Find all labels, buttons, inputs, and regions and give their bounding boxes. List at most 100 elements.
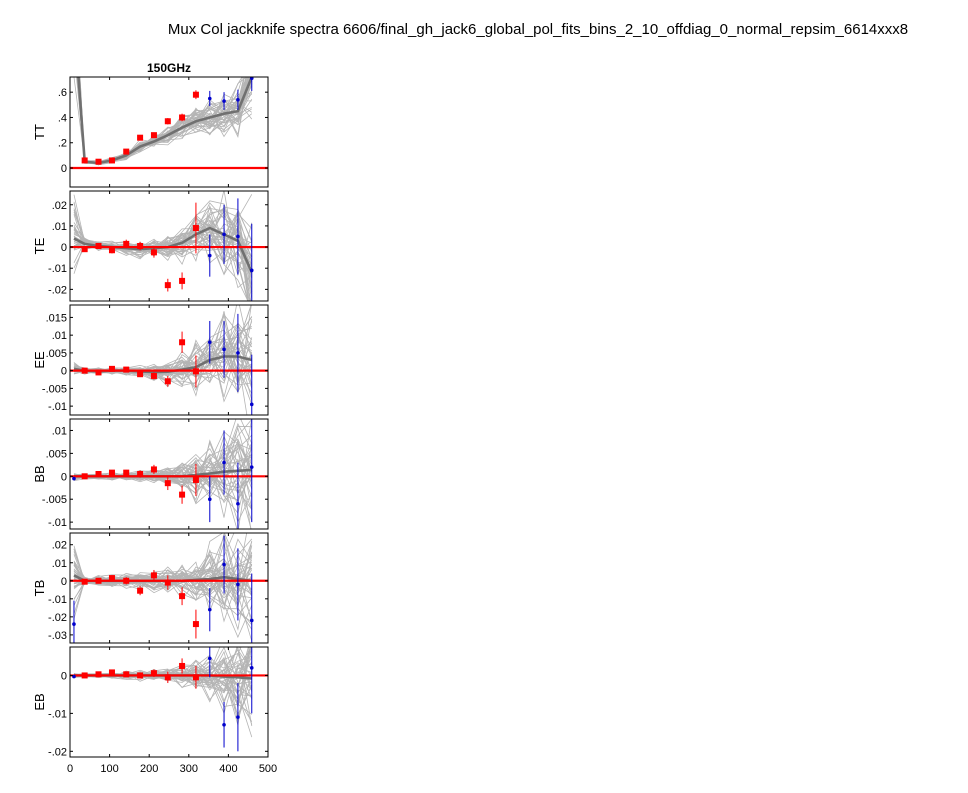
data-point [81,578,88,585]
data-point [150,466,157,473]
y-tick-label: 0 [61,670,67,682]
data-point [164,480,171,487]
plot-area [70,647,268,752]
data-point [236,501,240,506]
data-point [137,371,144,378]
sim-line [73,647,242,694]
y-axis-label: TB [32,580,47,597]
y-tick-label: -.005 [42,383,67,395]
sim-line [73,208,249,301]
data-point [192,621,199,628]
data-point [81,672,88,679]
y-tick-label: .6 [58,87,67,99]
data-point [249,268,254,273]
data-point [192,225,199,232]
data-point [207,607,212,612]
data-point [179,114,186,121]
y-tick-label: -.005 [42,494,67,506]
data-point [164,282,171,289]
axes-frame [69,190,269,302]
y-tick-label: .01 [52,425,67,437]
y-axis-label: EB [32,693,47,710]
x-tick-label: 300 [180,763,198,775]
y-tick-label: .01 [52,330,67,342]
y-tick-label: -.02 [48,612,67,624]
x-tick-label: 500 [259,763,277,775]
data-point [249,618,254,623]
data-point [95,158,102,165]
column-title: 150GHz [147,61,191,75]
data-point [81,367,88,374]
plot-area [70,77,268,170]
data-point [108,575,115,582]
y-tick-label: .015 [46,312,67,324]
data-point [164,674,171,681]
data-point [164,579,171,586]
y-tick-label: .005 [46,448,67,460]
data-point [137,587,144,594]
data-point [236,351,240,355]
y-tick-label: .005 [46,348,67,360]
data-point [236,97,240,102]
data-point [179,593,186,600]
data-point [150,372,157,379]
y-tick-label: -.01 [48,594,67,606]
sim-line [77,77,253,165]
data-point [137,134,144,141]
data-point [150,572,157,579]
sim-line [73,77,253,166]
axes-frame [69,76,269,188]
data-point [164,378,171,385]
data-point [222,347,226,352]
panel-eb: 0 100 200 300 400 500 -.02 -.01 0 EB [32,646,277,775]
data-point [179,277,186,284]
axes-frame [69,304,269,416]
sim-realizations [73,191,253,301]
data-point [123,148,130,155]
data-point [108,365,115,372]
data-point [249,77,254,81]
x-tick-label: 400 [219,763,237,775]
data-point [108,469,115,476]
y-tick-label: -.01 [48,263,67,275]
data-point [95,243,102,249]
y-tick-label: 0 [61,163,67,175]
sim-line [73,664,253,699]
sim-line [77,77,247,164]
axes-frame [69,418,269,530]
y-axis-label: EE [32,351,47,369]
data-point [192,91,199,98]
data-point [207,340,212,345]
data-point [72,622,76,626]
y-tick-label: .01 [52,558,67,570]
data-point [192,476,199,483]
data-point [236,582,240,587]
y-tick-label: -.01 [48,708,67,720]
sim-line [73,545,253,596]
panel-tt: 0 .2 .4 .6 TT [32,76,269,188]
plot-area [70,419,268,529]
data-point [95,471,102,477]
data-point [164,118,171,125]
data-point [222,562,226,567]
y-tick-label: .2 [58,138,67,150]
y-axis-label: BB [32,465,47,482]
data-point [249,402,254,407]
panel-tb: -.03 -.02 -.01 0 .01 .02 TB [32,532,269,644]
data-point [123,469,130,476]
y-tick-label: 0 [61,471,67,483]
data-point [137,471,144,477]
y-tick-label: .02 [52,200,67,212]
data-point [192,368,199,375]
data-point [95,369,102,376]
plot-area [70,191,268,301]
data-point [207,253,212,258]
data-point [179,339,186,346]
data-point [207,497,212,502]
data-point [207,656,212,661]
y-axis-label: TE [32,237,47,254]
panel-te: -.02 -.01 0 .01 .02 TE [32,190,269,302]
data-point [123,671,130,678]
data-point [108,247,115,254]
